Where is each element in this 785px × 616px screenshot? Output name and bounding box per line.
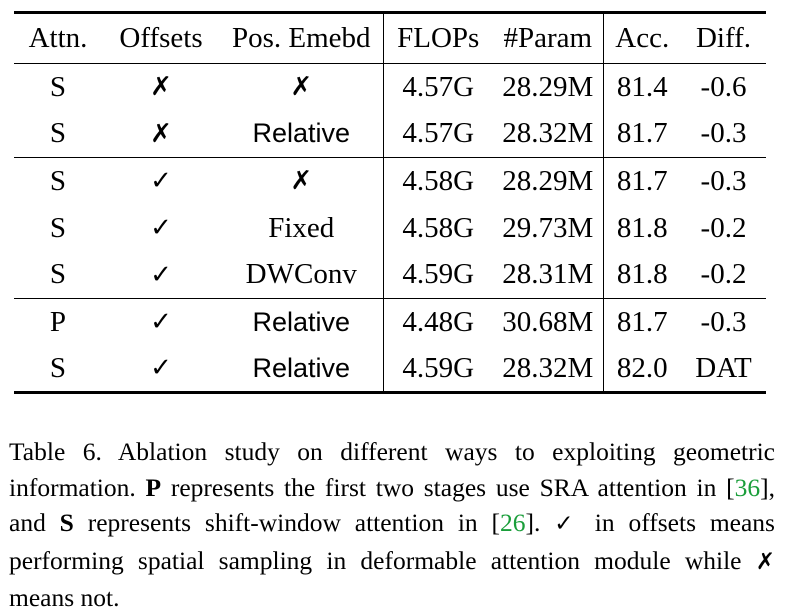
header-offsets: Offsets [102, 12, 220, 64]
cell-flops: 4.59G [402, 258, 475, 291]
table-row: S ✓ Fixed 4.58G 29.73M 81.8 -0.2 [14, 204, 766, 252]
cell-param: 30.68M [493, 298, 604, 346]
caption-bold-p: P [145, 472, 162, 502]
header-attn: Attn. [14, 12, 102, 64]
cell-acc: 82.0 [603, 345, 681, 394]
cell-offsets: ✓ [102, 298, 220, 346]
cell-pos-embed: Relative [220, 110, 384, 158]
cell-flops: 4.59G [383, 345, 493, 394]
check-icon: ✓ [554, 511, 581, 537]
caption-text: ], and [9, 472, 775, 538]
table-row: S ✓ ✗ 4.58G 28.29M 81.7 -0.3 [14, 157, 766, 205]
cell-offsets: ✗ [150, 118, 172, 149]
cell-offsets: ✓ [150, 213, 172, 243]
caption-bold-s: S [59, 508, 74, 537]
cell-param: 28.29M [493, 157, 604, 205]
table-caption: Table 6. Ablation study on different way… [9, 434, 775, 616]
cell-attn: S [14, 345, 102, 394]
cell-acc: 81.7 [603, 157, 681, 205]
cell-offsets: ✗ [102, 63, 220, 111]
header-param: #Param [493, 12, 604, 64]
cell-pos-embed: Relative [220, 345, 384, 394]
cell-diff: -0.2 [700, 211, 747, 244]
caption-text: in offsets means performing spatial samp… [9, 508, 775, 575]
table-row: S ✓ Relative 4.59G 28.32M 82.0 DAT [14, 345, 766, 394]
cell-offsets: ✓ [102, 157, 220, 205]
caption-text: represents shift-window attention in [ [73, 508, 500, 537]
cell-diff: -0.3 [681, 157, 766, 205]
table-header-row: Attn. Offsets Pos. Emebd FLOPs #Param Ac… [14, 12, 766, 64]
cell-acc: 81.4 [603, 63, 681, 111]
cell-param: 29.73M [493, 204, 604, 252]
cell-param: 28.32M [493, 110, 604, 158]
cell-offsets: ✓ [102, 345, 220, 394]
cell-acc: 81.7 [616, 117, 668, 150]
header-acc: Acc. [603, 12, 681, 64]
citation-link[interactable]: 36 [734, 472, 761, 502]
cell-flops: 4.48G [383, 298, 493, 346]
cell-flops: 4.58G [402, 211, 475, 244]
cell-flops: 4.57G [383, 63, 493, 111]
cell-flops: 4.58G [383, 157, 493, 205]
caption-text: means not. [9, 583, 120, 612]
header-diff: Diff. [681, 12, 766, 64]
cell-offsets: ✓ [150, 259, 172, 290]
cross-icon: ✗ [755, 548, 775, 575]
cell-param: 28.29M [493, 63, 604, 111]
cell-pos-embed: ✗ [220, 157, 384, 205]
cell-flops: 4.57G [402, 117, 475, 150]
cell-diff: DAT [681, 345, 766, 394]
header-pos-embed: Pos. Emebd [220, 12, 384, 64]
cell-attn: S [49, 117, 67, 150]
ablation-table-container: Attn. Offsets Pos. Emebd FLOPs #Param Ac… [14, 11, 766, 394]
table-body: S ✗ ✗ 4.57G 28.29M 81.4 -0.6 S ✗ Relativ… [14, 63, 766, 394]
cell-pos-embed: Relative [220, 298, 384, 346]
cell-diff: -0.6 [681, 63, 766, 111]
cell-attn: P [14, 298, 102, 346]
caption-text: Table 6. Ablation study on different way… [9, 437, 775, 502]
ablation-table: Attn. Offsets Pos. Emebd FLOPs #Param Ac… [14, 11, 766, 394]
cell-param: 28.32M [493, 345, 604, 394]
table-row: P ✓ Relative 4.48G 30.68M 81.7 -0.3 [14, 298, 766, 346]
table-row: S ✗ Relative 4.57G 28.32M 81.7 -0.3 [14, 110, 766, 158]
cell-diff: -0.3 [681, 298, 766, 346]
cell-attn: S [14, 157, 102, 205]
caption-text: ]. [525, 508, 555, 537]
table-row: S ✓ DWConv 4.59G 28.31M 81.8 -0.2 [14, 251, 766, 299]
caption-text: represents the first two stages use SRA … [161, 472, 735, 502]
citation-link[interactable]: 26 [499, 508, 526, 537]
table-row: S ✗ ✗ 4.57G 28.29M 81.4 -0.6 [14, 63, 766, 111]
cell-pos-embed: DWConv [220, 251, 384, 299]
cell-acc: 81.7 [603, 298, 681, 346]
cell-acc: 81.8 [616, 258, 668, 291]
cell-attn: S [49, 211, 67, 244]
cell-pos-embed: ✗ [220, 63, 384, 111]
cell-diff: -0.2 [700, 258, 747, 291]
cell-attn: S [14, 63, 102, 111]
header-flops: FLOPs [383, 12, 493, 64]
cell-acc: 81.8 [616, 211, 668, 244]
cell-attn: S [49, 258, 67, 291]
cell-pos-embed: Fixed [220, 204, 384, 252]
cell-param: 28.31M [493, 251, 604, 299]
cell-diff: -0.3 [700, 117, 747, 150]
